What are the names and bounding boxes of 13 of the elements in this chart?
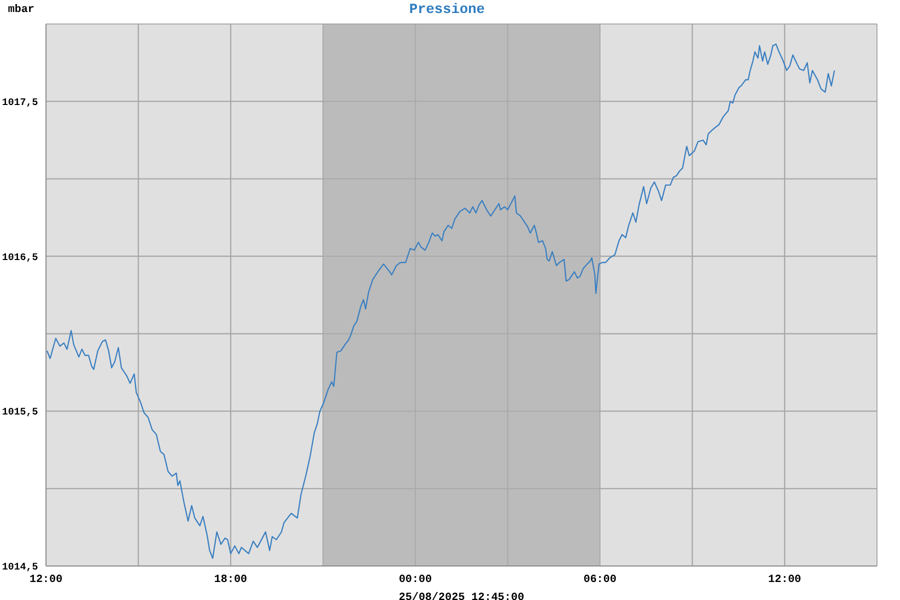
x-tick-label: 06:00 [583,574,617,586]
x-axis-title: 25/08/2025 12:45:00 [398,592,524,600]
x-tick-label: 12:00 [29,574,63,586]
y-axis-title: mbar [8,4,34,16]
y-tick-label: 1015,5 [2,408,38,419]
line-series [46,44,836,559]
chart-title: Pressione [409,2,485,18]
x-tick-label: 12:00 [768,574,802,586]
x-tick-label: 18:00 [214,574,248,586]
y-tick-label: 1016,5 [2,252,38,264]
x-tick-label: 00:00 [398,574,432,586]
y-tick-label: 1017,5 [2,98,38,109]
y-tick-label: 1014,5 [2,562,38,574]
